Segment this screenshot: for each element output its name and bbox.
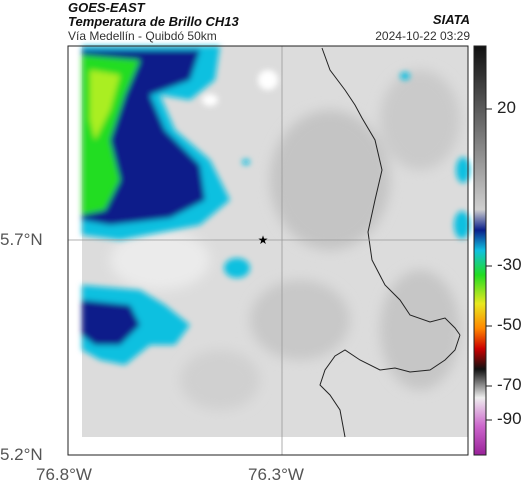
border-line <box>319 334 461 438</box>
colorbar-tick-label: -70 <box>497 375 522 394</box>
agency-label: SIATA <box>432 12 470 27</box>
colorbar-tick-label: -50 <box>497 315 522 334</box>
datetime-label: 2024-10-22 03:29 <box>375 29 470 43</box>
warm-texture <box>110 70 460 410</box>
cloud-region-north <box>82 46 230 240</box>
lon-tick-label: 76.8°W <box>36 465 92 484</box>
colorbar-ticks <box>486 108 492 421</box>
cloud-region-south <box>82 285 190 365</box>
map-frame <box>67 45 469 456</box>
title-line1: GOES-EAST <box>68 0 145 15</box>
small-cells <box>202 70 470 278</box>
title-line2: Temperatura de Brillo CH13 <box>68 14 239 29</box>
star-marker: ★ <box>258 233 269 247</box>
lon-tick-label: 76.3°W <box>248 465 304 484</box>
subtitle: Vía Medellín - Quibdó 50km <box>68 29 217 43</box>
colorbar-tick-label: 20 <box>497 98 516 117</box>
border-line <box>321 47 461 336</box>
colorbar-tick-label: -90 <box>497 409 522 428</box>
lat-tick-label: 5.7°N <box>0 230 43 249</box>
colorbar <box>473 45 487 456</box>
colorbar-tick-label: -30 <box>497 255 522 274</box>
lat-tick-label: 5.2°N <box>0 445 43 464</box>
